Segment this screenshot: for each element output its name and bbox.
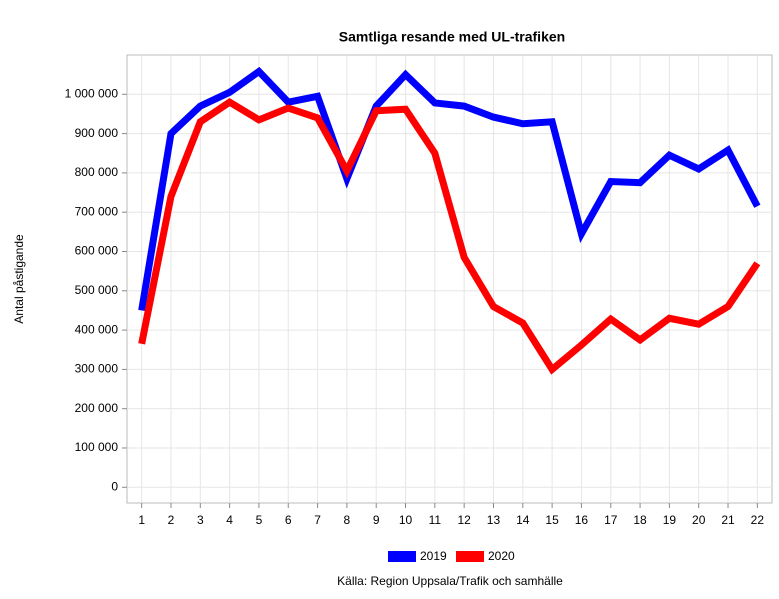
y-tick-label: 100 000: [75, 440, 119, 454]
x-tick-label: 3: [197, 513, 204, 527]
x-tick-label: 22: [751, 513, 765, 527]
x-tick-label: 19: [663, 513, 677, 527]
x-tick-label: 15: [545, 513, 559, 527]
y-tick-label: 700 000: [75, 204, 119, 218]
x-tick-label: 13: [487, 513, 501, 527]
legend-label: 2019: [420, 549, 447, 563]
x-tick-label: 14: [516, 513, 530, 527]
x-tick-label: 12: [457, 513, 471, 527]
y-tick-label: 1 000 000: [65, 86, 119, 100]
x-tick-label: 21: [721, 513, 735, 527]
chart-title: Samtliga resande med UL-trafiken: [339, 29, 565, 45]
series-line: [138, 66, 761, 312]
x-tick-label: 2: [168, 513, 175, 527]
x-tick-label: 6: [285, 513, 292, 527]
x-tick-label: 5: [256, 513, 263, 527]
y-tick-label: 600 000: [75, 244, 119, 258]
y-tick-label: 0: [111, 479, 118, 493]
y-axis-label: Antal påstigande: [12, 234, 26, 324]
x-tick-label: 9: [373, 513, 380, 527]
legend-swatch: [456, 551, 484, 562]
x-tick-label: 17: [604, 513, 618, 527]
y-tick-label: 500 000: [75, 283, 119, 297]
x-tick-label: 16: [575, 513, 589, 527]
legend-label: 2020: [488, 549, 515, 563]
x-tick-label: 4: [226, 513, 233, 527]
y-tick-label: 300 000: [75, 362, 119, 376]
x-tick-label: 18: [633, 513, 647, 527]
x-tick-label: 20: [692, 513, 706, 527]
y-tick-label: 800 000: [75, 165, 119, 179]
plot-area: [126, 54, 773, 504]
y-tick-label: 400 000: [75, 322, 119, 336]
legend-swatch: [388, 551, 416, 562]
x-tick-label: 10: [399, 513, 413, 527]
x-tick-label: 1: [138, 513, 145, 527]
y-tick-label: 900 000: [75, 126, 119, 140]
source-note: Källa: Region Uppsala/Trafik och samhäll…: [337, 574, 563, 588]
x-tick-label: 11: [429, 513, 442, 527]
series-line: [138, 98, 761, 375]
x-tick-label: 8: [344, 513, 351, 527]
x-tick-label: 7: [314, 513, 321, 527]
y-tick-label: 200 000: [75, 401, 119, 415]
